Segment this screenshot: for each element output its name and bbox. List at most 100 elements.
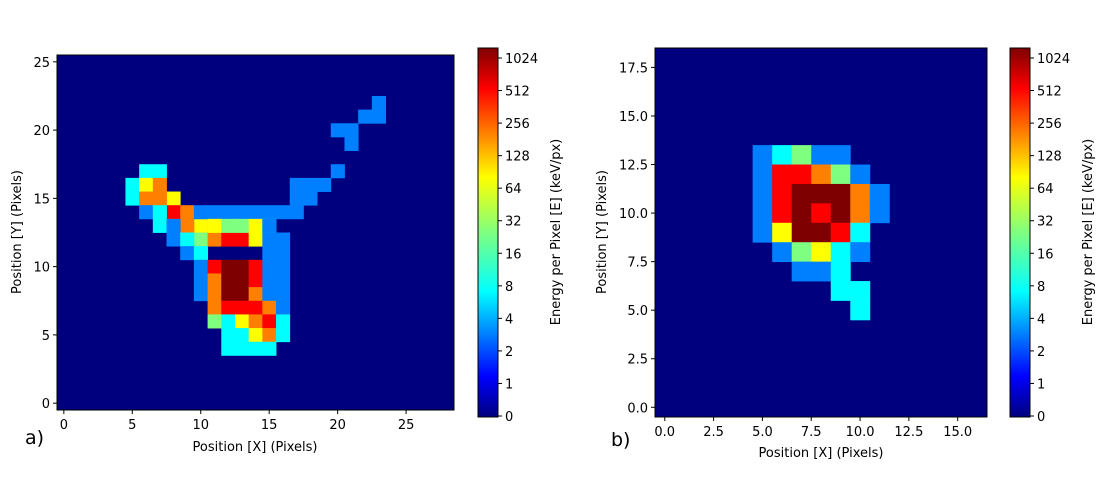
heatmap-cell — [850, 281, 871, 301]
colorbar-tick-label: 1024 — [1037, 52, 1070, 67]
heatmap-cell — [234, 328, 250, 343]
heatmap-cell — [221, 287, 236, 302]
heatmap-cell — [830, 242, 851, 263]
heatmap-cell — [276, 232, 291, 247]
heatmap-cell — [152, 218, 167, 233]
heatmap-cell — [289, 191, 304, 206]
colorbar-tick-label: 2 — [1037, 345, 1045, 360]
heatmap-cell — [207, 287, 222, 302]
heatmap-cell — [830, 203, 851, 224]
heatmap-cell — [193, 218, 208, 233]
heatmap-cell — [234, 341, 250, 356]
heatmap-cell — [221, 314, 236, 329]
heatmap-cell — [207, 300, 222, 315]
heatmap-cell — [262, 259, 277, 274]
heatmap-cell — [276, 300, 291, 315]
heatmap-cell — [234, 205, 250, 220]
heatmap-cell — [276, 246, 291, 261]
heatmap-cell — [180, 205, 195, 220]
heatmap-cell — [193, 287, 208, 302]
heatmap-cell — [248, 314, 263, 329]
y-tick-label: 0 — [42, 397, 50, 412]
colorbar-tick-label: 16 — [505, 247, 522, 262]
heatmap-cell — [850, 300, 871, 321]
heatmap-cell — [830, 281, 851, 301]
heatmap-cell — [330, 164, 345, 179]
colorbar-tick-label: 512 — [505, 85, 530, 100]
y-tick-label: 2.5 — [627, 353, 648, 368]
heatmap-cell — [207, 259, 222, 274]
heatmap-cell — [234, 287, 250, 302]
y-axis-label-a: Position [Y] (Pixels) — [10, 170, 25, 294]
heatmap-cell — [262, 205, 277, 220]
heatmap-cell — [139, 177, 154, 192]
colorbar-tick-label: 0 — [1037, 410, 1045, 425]
heatmap-cell — [125, 191, 140, 206]
colorbar-tick-label: 1024 — [505, 52, 538, 67]
colorbar-tick-label: 128 — [505, 150, 530, 165]
heatmap-cell — [830, 164, 851, 185]
axes-frame-a — [56, 54, 455, 411]
y-tick-label: 5.0 — [627, 304, 648, 319]
x-axis-label-a: Position [X] (Pixels) — [193, 440, 318, 455]
heatmap-cell — [830, 261, 851, 282]
heatmap-cell — [248, 341, 263, 356]
heatmap-cell — [248, 287, 263, 302]
colorbar-tick-label: 16 — [1037, 247, 1054, 262]
heatmap-cell — [234, 314, 250, 329]
heatmap-cell — [830, 183, 851, 204]
heatmap-cell — [262, 300, 277, 315]
heatmap-cell — [811, 145, 832, 165]
colorbar-ticks-a: 0 1 2 4 8 16 32 64 128 256 512 1024 — [498, 52, 538, 425]
heatmap-cell — [869, 203, 890, 224]
heatmap-cell — [152, 164, 167, 179]
heatmap-cell — [850, 203, 871, 224]
heatmap-cell — [262, 273, 277, 288]
heatmap-cell — [248, 273, 263, 288]
y-tick-label: 15.0 — [619, 110, 648, 125]
heatmap-cell — [207, 205, 222, 220]
heatmap-cell — [850, 242, 871, 263]
x-tick-label: 12.5 — [894, 425, 923, 440]
heatmap-cell — [193, 232, 208, 247]
heatmap-cell — [234, 259, 250, 274]
heatmap-cell — [248, 232, 263, 247]
y-tick-label: 7.5 — [627, 256, 648, 271]
colorbar-label-b: Energy per Pixel [E] (keV/px) — [1081, 139, 1096, 326]
heatmap-cell — [234, 273, 250, 288]
heatmap-cell — [139, 191, 154, 206]
heatmap-cell — [276, 273, 291, 288]
heatmap-cell — [180, 246, 195, 261]
heatmap-cell — [221, 328, 236, 343]
colorbar-tick-label: 512 — [1037, 85, 1062, 100]
axes-frame-b — [654, 47, 988, 418]
x-tick-label: 0 — [60, 418, 68, 433]
colorbar-a — [477, 47, 499, 418]
heatmap-cell — [125, 177, 140, 192]
heatmap-cell — [317, 177, 332, 192]
heatmap-cell — [193, 259, 208, 274]
heatmap-cell — [791, 164, 812, 185]
colorbar-ticks-b: 0 1 2 4 8 16 32 64 128 256 512 1024 — [1030, 52, 1070, 425]
heatmap-cell — [791, 183, 812, 204]
x-tick-label: 25 — [398, 418, 415, 433]
heatmap-cell — [248, 328, 263, 343]
heatmap-cell — [234, 300, 250, 315]
x-tick-label: 20 — [329, 418, 346, 433]
heatmap-cell — [262, 341, 277, 356]
colorbar-tick-label: 4 — [505, 312, 513, 327]
heatmap-cell — [221, 259, 236, 274]
heatmap-cell — [139, 164, 154, 179]
heatmap-cell — [221, 232, 236, 247]
colorbar-label-a: Energy per Pixel [E] (keV/px) — [549, 139, 564, 326]
x-tick-label: 15.0 — [943, 425, 972, 440]
heatmap-cell — [221, 205, 236, 220]
heatmap-cell — [371, 95, 386, 111]
heatmap-cell — [791, 242, 812, 263]
heatmap-cell — [221, 273, 236, 288]
heatmap-cell — [850, 183, 871, 204]
heatmap-cell — [262, 232, 277, 247]
heatmap-cell — [344, 136, 359, 151]
heatmap-cell — [207, 232, 222, 247]
